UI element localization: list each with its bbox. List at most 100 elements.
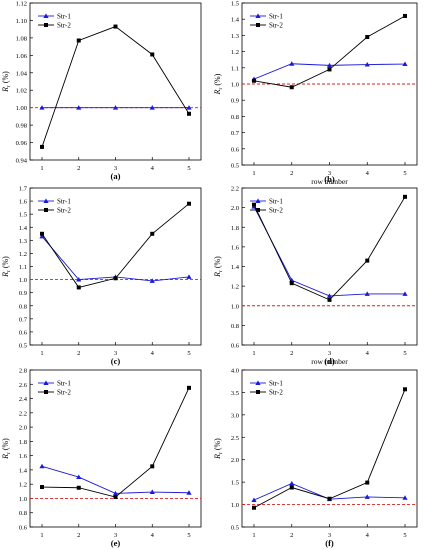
x-tick-label: 2 <box>290 532 293 539</box>
x-tick-label: 5 <box>187 165 190 172</box>
y-tick-label: 1.02 <box>16 88 27 95</box>
chart-panel-6: 0.5 1.0 1.5 2.0 2.5 3.0 3.5 4.0 1 2 3 4 5 Rr (%) Str-1… <box>213 368 418 548</box>
y-tick-label: 0.6 <box>19 525 28 532</box>
data-point-str-2 <box>365 35 370 40</box>
data-point-str-1 <box>251 497 257 503</box>
x-tick-label: 3 <box>114 532 117 539</box>
plot-frame <box>29 369 202 528</box>
data-point-str-1 <box>402 291 408 296</box>
y-tick-label: 0.94 <box>16 158 28 165</box>
panel-caption: (b) <box>324 174 335 184</box>
y-tick-label: 1.4 <box>19 467 28 474</box>
y-tick-label: 1.0 <box>19 496 27 503</box>
y-tick-label: 0.5 <box>231 525 239 532</box>
data-point-str-2 <box>187 111 191 116</box>
y-tick-label: 1.5 <box>19 212 27 219</box>
y-tick-label: 1.2 <box>19 482 27 489</box>
y-tick-label: 1.8 <box>231 225 239 232</box>
y-tick-label: 0.6 <box>19 329 28 336</box>
data-point-str-1 <box>364 291 370 296</box>
x-tick-label: 2 <box>77 532 80 539</box>
series-line-str-1 <box>41 236 190 282</box>
x-tick-label: 4 <box>366 350 370 357</box>
data-point-str-2 <box>403 387 407 392</box>
data-point-str-2 <box>289 485 294 490</box>
y-tick-label: 1.6 <box>19 199 28 206</box>
data-point-str-2 <box>365 258 370 263</box>
legend-marker <box>256 390 260 394</box>
data-point-str-1 <box>289 61 295 66</box>
legend-label: Str-1 <box>269 198 283 206</box>
data-point-str-2 <box>40 144 44 149</box>
chart-panel-3: 0.5 0.6 0.7 0.8 0.9 1.0 1.1 1.2 1.3 1.4 1.5 1.6 1.7 1… <box>1 186 202 366</box>
x-axis-label: row number <box>311 357 348 366</box>
y-tick-label: 1.0 <box>19 277 27 284</box>
y-tick-label: 0.96 <box>16 140 28 147</box>
x-tick-label: 5 <box>403 350 406 357</box>
x-tick-label: 3 <box>114 165 117 172</box>
y-tick-label: 0.5 <box>19 343 27 350</box>
x-tick-label: 4 <box>366 170 370 177</box>
y-tick-label: 1.2 <box>231 49 239 56</box>
x-tick-label: 1 <box>40 350 43 357</box>
data-point-str-1 <box>39 233 45 239</box>
data-point-str-1 <box>364 61 370 67</box>
y-tick-label: 0.98 <box>16 123 27 130</box>
legend-label: Str-1 <box>57 13 71 21</box>
legend-marker <box>44 23 48 27</box>
x-tick-label: 3 <box>328 350 331 357</box>
x-tick-label: 2 <box>77 165 80 172</box>
y-tick-label: 1.8 <box>19 439 27 446</box>
x-tick-label: 5 <box>187 532 190 539</box>
y-axis-label: Rr (%) <box>213 73 224 95</box>
y-tick-label: 1.2 <box>231 284 239 291</box>
legend-marker <box>256 208 260 212</box>
data-point-str-2 <box>150 231 155 236</box>
data-point-str-2 <box>113 24 118 29</box>
y-tick-label: 0.6 <box>231 343 240 350</box>
y-tick-label: 1.00 <box>16 105 27 112</box>
legend-label: Str-2 <box>57 207 71 215</box>
data-point-str-1 <box>149 105 155 110</box>
legend-marker <box>255 198 261 203</box>
legend-label: Str-1 <box>269 13 283 21</box>
data-point-str-1 <box>289 480 295 486</box>
chart-panel-5: 0.6 0.8 1.0 1.2 1.4 1.6 1.8 2.0 2.2 2.4 2.6 2.8 1 2 3 4… <box>1 368 202 548</box>
series-line-str-2 <box>41 387 190 498</box>
y-tick-label: 1.5 <box>231 1 239 8</box>
data-point-str-1 <box>326 293 333 298</box>
data-point-str-2 <box>40 231 44 236</box>
y-tick-label: 0.8 <box>231 114 239 121</box>
y-axis-label: Rr (%) <box>213 256 224 278</box>
y-tick-label: 0.7 <box>231 130 240 137</box>
data-point-str-1 <box>76 105 82 110</box>
plot-frame <box>29 187 202 346</box>
legend-label: Str-1 <box>269 380 283 388</box>
data-point-str-2 <box>252 505 256 510</box>
y-tick-label: 1.7 <box>19 186 28 193</box>
y-tick-label: 1.4 <box>231 17 240 24</box>
x-tick-label: 4 <box>151 532 155 539</box>
y-tick-label: 1.4 <box>231 264 240 271</box>
y-tick-label: 1.08 <box>16 35 27 42</box>
legend-marker <box>44 390 48 394</box>
panel-caption: (f) <box>325 538 334 548</box>
x-tick-label: 2 <box>290 350 293 357</box>
y-tick-label: 0.7 <box>19 316 28 323</box>
data-point-str-2 <box>150 52 155 57</box>
data-point-str-1 <box>186 274 192 279</box>
data-point-str-1 <box>364 494 370 499</box>
data-point-str-2 <box>252 78 256 83</box>
data-point-str-1 <box>149 278 155 283</box>
data-point-str-2 <box>403 194 407 199</box>
data-point-str-1 <box>39 463 45 469</box>
data-point-str-2 <box>76 285 81 290</box>
data-point-str-2 <box>403 13 407 18</box>
y-tick-label: 1.3 <box>231 33 239 40</box>
y-tick-label: 0.8 <box>19 303 27 310</box>
y-tick-label: 2.4 <box>19 396 28 403</box>
chart-panel-2: 0.5 0.6 0.7 0.8 0.9 1.0 1.1 1.2 1.3 1.4 1.5 1 2 3 4 5 ro… <box>213 1 418 186</box>
chart-panel-4: 0.6 0.8 1.0 1.2 1.4 1.6 1.8 2.0 2.2 1 2 3 4 5 row numb… <box>213 186 418 366</box>
legend-marker <box>43 13 49 18</box>
